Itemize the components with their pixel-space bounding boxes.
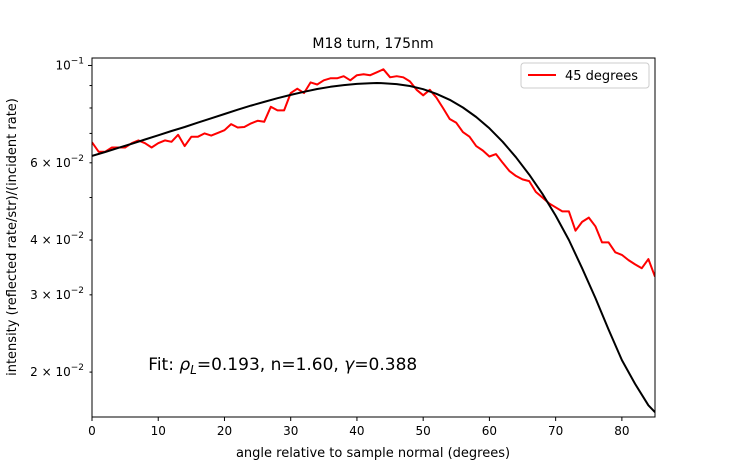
x-tick-label: 10 [151, 424, 166, 438]
y-axis: 10−1 2 × 10−2 3 × 10−2 4 × 10−2 6 × 10−2 [30, 56, 92, 379]
fit-gamma-value: =0.388 [354, 355, 417, 375]
legend-label-45-degrees: 45 degrees [565, 69, 638, 84]
x-axis: 0 10 20 30 40 50 60 70 80 [88, 417, 630, 438]
fit-rho-symbol: ρ [179, 355, 190, 375]
fit-annotation: Fit: ρL=0.193, n=1.60, γ=0.388 [148, 355, 417, 377]
y-axis-label: intensity (reflected rate/str)/(incident… [5, 98, 20, 376]
x-tick-label: 40 [349, 424, 364, 438]
fit-rho-value: =0.193, n=1.60, [197, 355, 344, 375]
series-layer [92, 68, 655, 413]
chart-title: M18 turn, 175nm [312, 36, 433, 52]
y-tick-label: 2 × 10−2 [30, 363, 84, 379]
x-tick-label: 20 [217, 424, 232, 438]
fit-prefix: Fit: [148, 355, 179, 375]
legend-box [520, 62, 650, 89]
y-tick-label: 6 × 10−2 [30, 154, 84, 170]
fit-rho-subscript: L [190, 363, 197, 377]
series-line-45-degrees [92, 68, 655, 278]
x-tick-label: 70 [548, 424, 563, 438]
x-axis-label: angle relative to sample normal (degrees… [236, 446, 510, 461]
x-tick-label: 80 [614, 424, 629, 438]
x-tick-label: 60 [482, 424, 497, 438]
plot-frame [91, 57, 656, 418]
y-tick-label: 4 × 10−2 [30, 231, 84, 247]
plot-area [91, 57, 656, 418]
legend: 45 degrees [520, 62, 650, 89]
plot-background [92, 58, 655, 417]
fit-curve-line [92, 82, 655, 413]
x-tick-label: 50 [416, 424, 431, 438]
fit-gamma-symbol: γ [344, 355, 355, 375]
y-tick-label: 3 × 10−2 [30, 286, 84, 302]
y-tick-label: 10−1 [55, 56, 84, 72]
x-tick-label: 30 [283, 424, 298, 438]
x-tick-label: 0 [88, 424, 96, 438]
